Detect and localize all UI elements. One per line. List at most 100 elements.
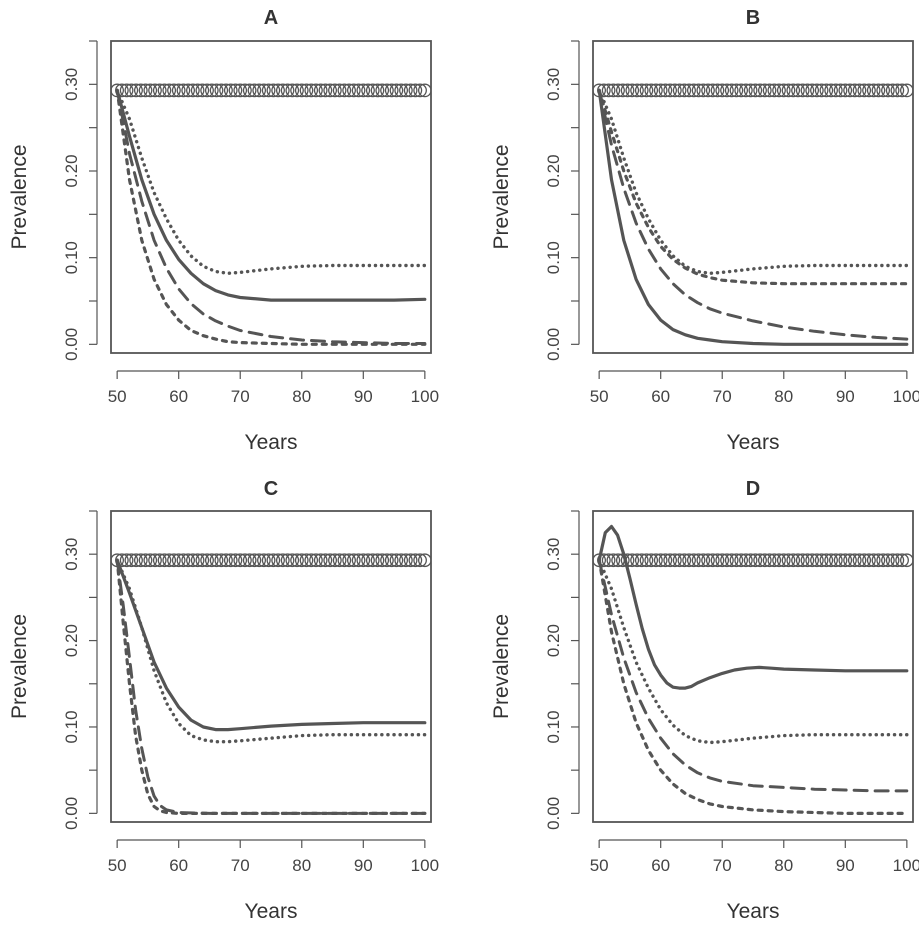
x-tick-label: 70: [713, 856, 732, 875]
circle-marker: [668, 83, 682, 98]
circle-marker: [895, 553, 909, 568]
circle-marker: [223, 83, 238, 98]
series-circles: [111, 83, 431, 98]
circle-marker: [895, 83, 909, 98]
circle-marker: [294, 83, 309, 98]
circle-marker: [601, 553, 616, 568]
x-tick-label: 50: [590, 856, 609, 875]
y-tick-label: 0.10: [544, 241, 563, 274]
series-solid-line: [597, 88, 909, 346]
circle-marker: [772, 83, 786, 98]
circle-marker: [739, 553, 753, 568]
circle-marker: [866, 83, 881, 98]
circle-marker: [361, 83, 375, 98]
panel-title: B: [746, 7, 760, 29]
circle-marker: [313, 83, 328, 98]
circle-marker: [663, 553, 678, 568]
circle-marker: [219, 553, 233, 568]
circle-marker: [380, 83, 394, 98]
circle-marker: [323, 83, 338, 98]
circle-marker: [668, 553, 682, 568]
circle-marker: [819, 553, 834, 568]
circle-marker: [204, 553, 219, 568]
circle-marker: [866, 553, 881, 568]
series-short-dash-line: [115, 88, 427, 346]
circle-marker: [639, 83, 654, 98]
circle-marker: [351, 83, 366, 98]
x-axis-label: Years: [245, 431, 298, 454]
circle-marker: [753, 83, 767, 98]
y-tick-label: 0.10: [62, 241, 81, 274]
circle-marker: [271, 83, 285, 98]
circle-marker: [810, 553, 824, 568]
circle-marker: [351, 553, 366, 568]
plot-frame: [110, 510, 432, 823]
circle-marker: [157, 83, 172, 98]
circle-marker: [634, 83, 649, 98]
x-tick-label: 60: [651, 856, 670, 875]
circle-marker: [843, 83, 857, 98]
circle-marker: [828, 553, 843, 568]
circle-marker: [195, 553, 210, 568]
circle-marker: [190, 553, 205, 568]
circle-marker: [791, 553, 805, 568]
x-tick-label: 90: [836, 856, 855, 875]
circle-marker: [143, 83, 158, 98]
circle-marker: [862, 553, 876, 568]
circle-marker: [247, 553, 262, 568]
circle-marker: [649, 553, 663, 568]
circle-marker: [625, 83, 640, 98]
circle-marker: [715, 553, 730, 568]
circle-marker: [720, 553, 734, 568]
circle-marker: [710, 553, 725, 568]
circle-marker: [871, 553, 886, 568]
circle-marker: [143, 553, 158, 568]
x-tick-label: 60: [651, 387, 670, 406]
circle-marker: [767, 553, 782, 568]
x-tick-label: 70: [231, 856, 250, 875]
circle-marker: [753, 553, 767, 568]
circle-marker: [653, 553, 668, 568]
series-circles: [111, 553, 431, 568]
circle-marker: [417, 553, 431, 568]
series-solid-line: [115, 88, 427, 302]
circle-marker: [290, 553, 304, 568]
circle-marker: [384, 83, 399, 98]
circle-marker: [890, 83, 905, 98]
circle-marker: [606, 83, 621, 98]
circle-marker: [152, 553, 167, 568]
x-tick-label: 80: [292, 856, 311, 875]
circle-marker: [328, 553, 342, 568]
circle-marker: [781, 83, 796, 98]
circle-marker: [881, 553, 895, 568]
circle-marker: [148, 553, 162, 568]
y-tick-label: 0.00: [62, 328, 81, 361]
circle-marker: [847, 83, 862, 98]
circle-marker: [238, 553, 252, 568]
circle-marker: [389, 553, 404, 568]
circle-marker: [729, 83, 744, 98]
circle-marker: [337, 553, 352, 568]
circle-marker: [200, 553, 214, 568]
series-long-dash-line: [115, 88, 427, 345]
circle-marker: [795, 553, 810, 568]
circle-marker: [786, 553, 801, 568]
circle-marker: [186, 83, 200, 98]
circle-marker: [852, 553, 867, 568]
circle-marker: [691, 553, 706, 568]
x-tick-label: 100: [893, 387, 919, 406]
circle-marker: [280, 553, 295, 568]
circle-marker: [119, 83, 134, 98]
series-solid-line: [597, 524, 909, 690]
circle-marker: [413, 83, 427, 98]
series-long-dash-line: [597, 88, 909, 341]
circle-marker: [129, 553, 143, 568]
circle-marker: [181, 553, 196, 568]
circle-marker: [682, 83, 696, 98]
plot-area: [111, 83, 431, 346]
circle-marker: [162, 83, 177, 98]
circle-marker: [167, 83, 181, 98]
y-tick-label: 0.30: [544, 68, 563, 101]
circle-marker: [323, 553, 338, 568]
circle-marker: [814, 553, 829, 568]
